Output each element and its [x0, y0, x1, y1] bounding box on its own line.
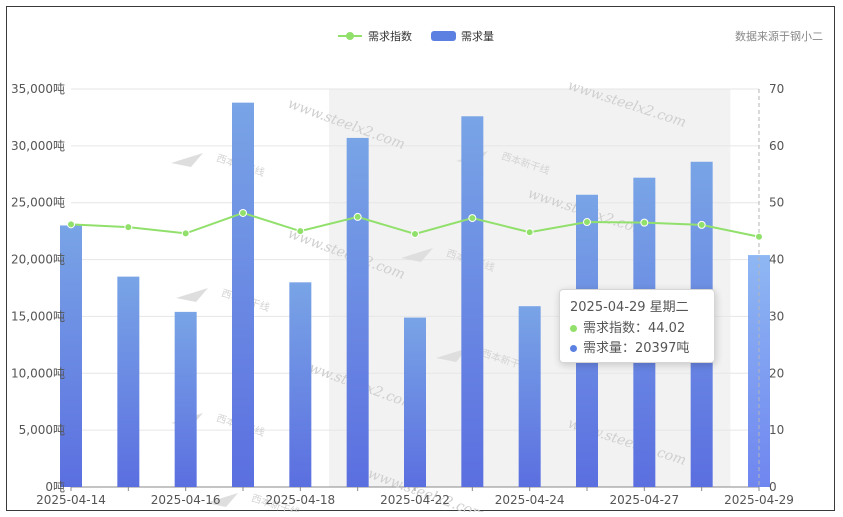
tooltip-bar-marker [570, 345, 577, 352]
demand-volume-bar[interactable] [518, 306, 541, 487]
tooltip-line-row: 需求指数：44.02 [570, 319, 704, 339]
watermark-logo [401, 248, 433, 262]
y-left-tick-label: 5,000吨 [19, 423, 65, 437]
y-left-tick-label: 35,000吨 [11, 82, 65, 96]
demand-index-point[interactable] [296, 227, 305, 236]
demand-index-point[interactable] [525, 228, 534, 237]
legend-bar-label[interactable]: 需求量 [461, 30, 494, 43]
demand-volume-bar[interactable] [60, 225, 82, 487]
demand-index-point[interactable] [67, 220, 75, 229]
demand-volume-bar[interactable] [174, 311, 197, 487]
y-right-tick-label: 10 [769, 423, 784, 437]
y-left-tick-label: 15,000吨 [11, 309, 65, 323]
y-left-tick-label: 0吨 [45, 480, 65, 494]
demand-index-point[interactable] [697, 220, 706, 229]
demand-index-point[interactable] [583, 218, 591, 227]
demand-volume-bar[interactable] [346, 137, 369, 487]
demand-volume-bar[interactable] [461, 116, 484, 487]
y-right-tick-label: 70 [769, 82, 784, 96]
y-right-tick-label: 60 [769, 139, 784, 153]
demand-index-point[interactable] [640, 218, 649, 227]
demand-index-point[interactable] [411, 229, 419, 238]
chart-tooltip: 2025-04-29 星期二 需求指数：44.02 需求量：20397吨 [559, 289, 715, 363]
demand-volume-bar[interactable] [404, 317, 426, 487]
tooltip-line-marker [570, 325, 577, 332]
watermark-logo [176, 288, 208, 302]
watermark-logo [171, 153, 203, 167]
y-right-tick-label: 30 [769, 309, 784, 323]
chart-frame: www.steelx2.com www.steelx2.com www.steelx… [6, 6, 835, 512]
y-left-tick-label: 20,000吨 [11, 253, 65, 267]
tooltip-title: 2025-04-29 星期二 [570, 300, 689, 315]
y-left-tick-label: 10,000吨 [11, 366, 65, 380]
tooltip-bar-value: 需求量：20397吨 [583, 341, 690, 356]
watermark-logo [206, 493, 238, 507]
data-source-note: 数据来源于钢小二 [735, 29, 823, 43]
watermark-logo [436, 348, 468, 362]
demand-index-point[interactable] [239, 208, 247, 217]
x-tick-label: 2025-04-27 [609, 493, 679, 507]
legend[interactable]: 需求指数 需求量 [338, 29, 494, 43]
tooltip-bar-row: 需求量：20397吨 [570, 339, 704, 359]
demand-index-point[interactable] [755, 232, 763, 241]
x-tick-label: 2025-04-16 [151, 493, 221, 507]
demand-index-point[interactable] [468, 214, 477, 223]
y-right-tick-label: 20 [769, 366, 784, 380]
x-tick-label: 2025-04-29 [724, 493, 794, 507]
y-left-tick-label: 30,000吨 [11, 139, 65, 153]
tooltip-line-value: 需求指数：44.02 [583, 321, 686, 336]
demand-volume-bar[interactable] [289, 282, 312, 487]
x-tick-label: 2025-04-18 [265, 493, 335, 507]
y-right-tick-label: 0 [769, 480, 777, 494]
demand-index-point[interactable] [353, 212, 362, 221]
y-left-tick-label: 25,000吨 [11, 196, 65, 210]
legend-line-marker [346, 32, 354, 40]
legend-bar-swatch [431, 31, 456, 41]
chart-canvas: www.steelx2.com www.steelx2.comwww.steelx… [11, 29, 823, 512]
x-tick-label: 2025-04-14 [36, 493, 106, 507]
demand-index-point[interactable] [181, 229, 190, 238]
demand-volume-bar[interactable] [117, 276, 140, 487]
demand-index-point[interactable] [124, 223, 133, 232]
demand-volume-bar[interactable] [232, 102, 254, 487]
x-tick-label: 2025-04-22 [380, 493, 450, 507]
x-tick-label: 2025-04-24 [495, 493, 565, 507]
y-right-tick-label: 50 [769, 196, 784, 210]
y-right-tick-label: 40 [769, 253, 784, 267]
legend-line-label[interactable]: 需求指数 [368, 29, 412, 43]
